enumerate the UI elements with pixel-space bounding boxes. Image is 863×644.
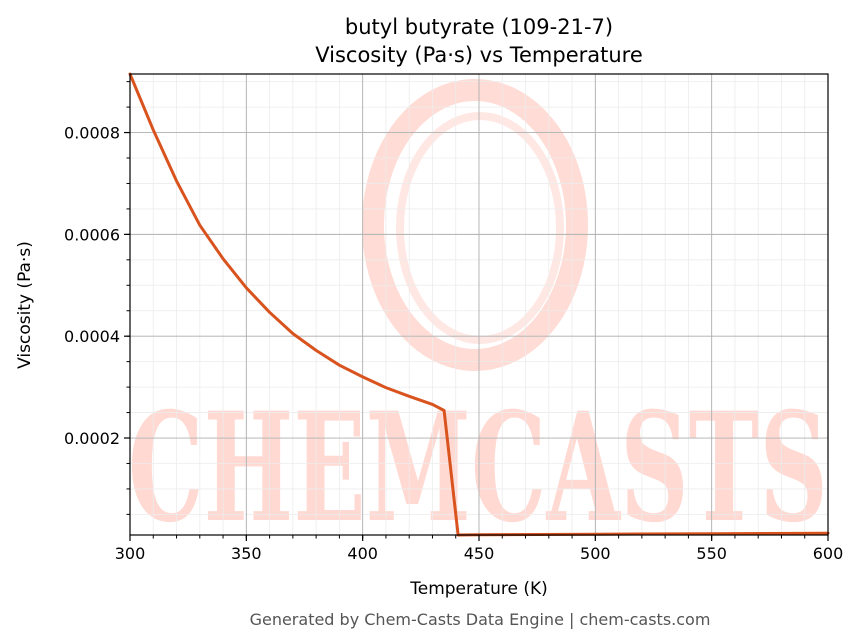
watermark-logo: CHEMCASTS (128, 79, 828, 556)
y-tick-labels: 0.0002 0.0004 0.0006 0.0008 (64, 124, 120, 448)
x-tick-label: 500 (580, 544, 611, 563)
y-tick-label: 0.0008 (64, 124, 120, 143)
x-tick-labels: 300 350 400 450 500 550 600 (115, 544, 844, 563)
y-tick-label: 0.0004 (64, 327, 120, 346)
watermark-text: CHEMCASTS (128, 380, 828, 556)
y-tick-label: 0.0002 (64, 429, 120, 448)
chart-title-line2: Viscosity (Pa·s) vs Temperature (315, 43, 643, 67)
x-tick-label: 350 (231, 544, 262, 563)
watermark-ring-icon (362, 79, 588, 371)
x-axis-label: Temperature (K) (409, 579, 548, 599)
x-tick-label: 400 (347, 544, 378, 563)
x-tick-label: 450 (464, 544, 495, 563)
x-tick-label: 550 (696, 544, 727, 563)
footer-credit: Generated by Chem-Casts Data Engine | ch… (250, 610, 711, 629)
x-tick-label: 300 (115, 544, 146, 563)
y-tick-label: 0.0006 (64, 225, 120, 244)
y-axis-label: Viscosity (Pa·s) (15, 241, 35, 369)
axis-ticks (124, 81, 829, 541)
watermark-ring-inner-icon (396, 112, 564, 344)
x-tick-label: 600 (813, 544, 844, 563)
chart-title-line1: butyl butyrate (109-21-7) (345, 15, 613, 39)
